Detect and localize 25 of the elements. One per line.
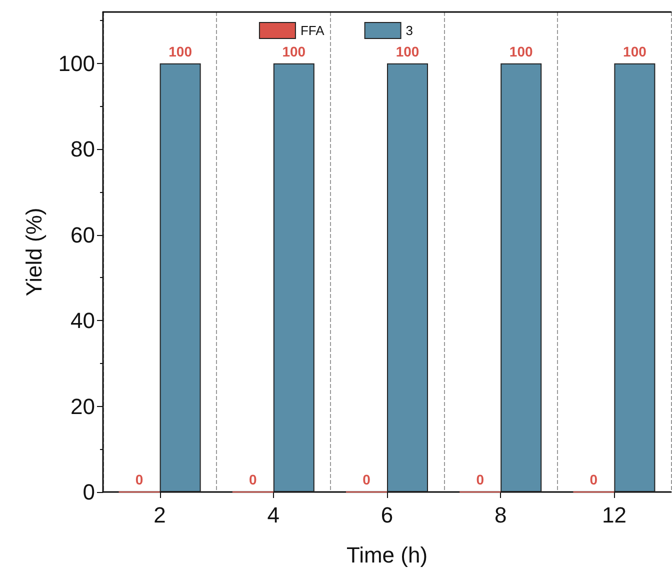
data-label: 100 <box>509 43 533 60</box>
data-label: 100 <box>623 43 647 60</box>
data-label: 100 <box>396 43 420 60</box>
y-tick-label: 80 <box>70 136 95 162</box>
x-tick-label: 6 <box>380 502 394 528</box>
y-tick-label: 40 <box>70 308 95 334</box>
data-label: 0 <box>590 472 598 488</box>
x-tick-label: 4 <box>267 502 280 528</box>
y-axis-title: Yield (%) <box>22 208 46 296</box>
legend-label: FFA <box>300 23 325 38</box>
data-label: 0 <box>362 472 371 488</box>
data-label: 100 <box>168 43 192 60</box>
y-tick-label: 60 <box>70 222 95 248</box>
data-label: 0 <box>135 472 144 488</box>
data-label: 0 <box>249 472 257 488</box>
y-tick-label: 0 <box>82 480 95 504</box>
y-tick-label: 100 <box>58 50 95 76</box>
data-label: 0 <box>476 472 484 488</box>
x-tick-label: 12 <box>602 502 626 528</box>
x-tick-label: 8 <box>494 502 507 528</box>
legend-label: 3 <box>406 23 414 38</box>
x-axis-title: Time (h) <box>346 542 428 568</box>
x-tick-label: 2 <box>154 502 166 528</box>
y-tick-label: 20 <box>70 394 95 419</box>
data-label: 100 <box>282 43 306 60</box>
